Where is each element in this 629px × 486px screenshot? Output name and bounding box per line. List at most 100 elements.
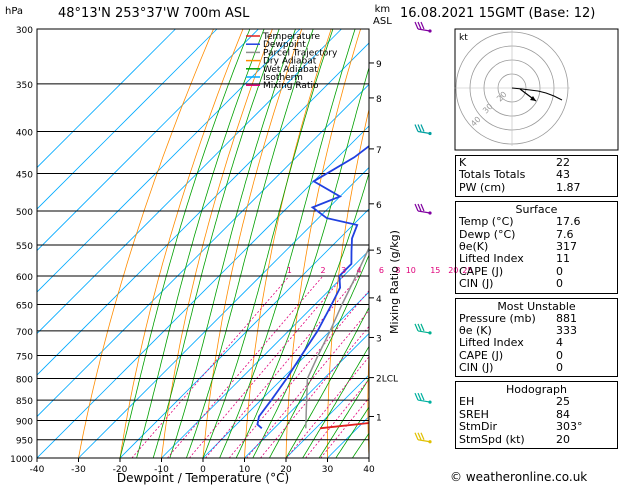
wind-barb-staff: [417, 210, 431, 214]
pressure-tick-label: 300: [16, 26, 33, 36]
wind-barb-flag: [417, 432, 422, 440]
pressure-unit-label: hPa: [5, 6, 24, 17]
hodo-row: SREH 84: [459, 408, 614, 421]
wind-barb-flag: [417, 323, 422, 332]
mu-row: CIN (J) 0: [459, 361, 614, 375]
isotherm-line: [161, 249, 369, 458]
wind-barb-flag: [417, 124, 422, 132]
wind-barb-dot: [428, 211, 432, 215]
height-tick-label: 8: [376, 95, 382, 105]
axis-labels: 1 2 3 4 6 8 10 15 20 2530035040045050055060065070…: [10, 26, 473, 475]
height-tick-label: 7: [376, 146, 382, 156]
height-tick-label: 1: [376, 414, 382, 424]
pressure-tick-label: 650: [16, 302, 33, 312]
wind-barbs: [414, 21, 432, 444]
index-value: 22: [556, 156, 570, 169]
surface-row: θe(K) 317: [459, 239, 614, 253]
isotherm-line: [37, 29, 301, 293]
pressure-tick-label: 350: [16, 81, 33, 91]
x-tick-label: 30: [322, 465, 334, 475]
wind-barb-dot: [428, 131, 432, 136]
height-tick-label: 9: [376, 60, 382, 70]
pressure-tick-label: 750: [16, 353, 33, 363]
x-tick-label: -20: [113, 465, 128, 475]
index-row: Totals Totals 43: [459, 168, 614, 182]
wet-adiabat-line: [335, 406, 369, 458]
hodograph-box: Hodograph EH 25 SREH 84 StmDir 303° StmSpd …: [455, 381, 618, 450]
x-tick-label: 0: [200, 465, 206, 475]
profile-lines: [256, 145, 369, 430]
dry-adiabat-line: [78, 29, 214, 458]
profile-dewpoint: [256, 145, 369, 429]
hodo-row: StmDir 303°: [459, 420, 614, 433]
height-unit-asl: ASL: [373, 16, 392, 27]
wind-barb-flag: [414, 124, 419, 132]
mu-value: 0: [556, 361, 563, 375]
isotherm-line: [37, 83, 369, 418]
legend-label: Temperature: [262, 32, 320, 42]
height-tick-label: 5: [376, 247, 382, 257]
wind-barb-staff: [417, 130, 431, 135]
mu-value: 333: [556, 323, 577, 337]
wind-barb-dot: [428, 29, 432, 33]
isotherm-line: [37, 42, 369, 376]
surface-key: CAPE (J): [459, 264, 504, 278]
surface-row: CIN (J) 0: [459, 277, 614, 291]
mixing-ratio-tick-label: 20: [448, 266, 458, 275]
surface-row: Dewp (°C) 7.6: [459, 228, 614, 241]
mixing-ratio-tick-label: 2: [320, 266, 325, 275]
wind-barb-dot: [428, 440, 432, 444]
wet-adiabat-line: [318, 377, 369, 458]
mixing-ratio-tick-label: 3: [341, 266, 346, 275]
wet-adiabat-line: [269, 254, 369, 458]
mixing-ratio-tick-label: 15: [430, 266, 440, 275]
mixing-ratio-axis-title: Mixing Ratio (g/kg): [388, 230, 401, 334]
mu-value: 0: [556, 348, 563, 362]
surface-key: Temp (°C): [459, 215, 514, 229]
mu-key: Lifted Index: [459, 336, 524, 350]
pressure-tick-label: 400: [16, 129, 33, 139]
height-tick-label: 4: [376, 295, 382, 305]
mixing-ratio-line: [286, 356, 369, 458]
dry-adiabat-line: [119, 29, 244, 458]
most-unstable-title: Most Unstable: [497, 299, 576, 313]
index-key: K: [459, 156, 467, 169]
hodo-value: 25: [556, 395, 570, 409]
dry-adiabat-line: [619, 29, 629, 458]
index-row: K 22: [459, 156, 614, 169]
wet-adiabat-line: [152, 29, 280, 458]
mu-key: CIN (J): [459, 361, 494, 375]
mu-row: θe (K) 333: [459, 323, 614, 337]
mixing-ratio-tick-label: 8: [395, 266, 400, 275]
wind-barb-flag: [414, 21, 419, 30]
wind-barb-staff: [417, 330, 431, 334]
hodo-row: EH 25: [459, 395, 614, 409]
pressure-tick-label: 450: [16, 171, 33, 181]
surface-value: 0: [556, 264, 563, 278]
hodograph-arrowhead: [530, 96, 536, 101]
pressure-tick-label: 950: [16, 437, 33, 447]
pressure-tick-label: 700: [16, 328, 33, 338]
index-value: 43: [556, 168, 570, 182]
wind-barb-dot: [428, 331, 432, 335]
wet-adiabat-line: [302, 345, 369, 458]
wind-barb-staff: [417, 28, 431, 32]
surface-value: 11: [556, 252, 570, 266]
mu-value: 4: [556, 336, 563, 350]
indices-box: K 22 Totals Totals 43 PW (cm) 1.87: [455, 155, 618, 198]
pressure-tick-label: 550: [16, 242, 33, 252]
x-axis-title: Dewpoint / Temperature (°C): [117, 471, 289, 485]
surface-value: 317: [556, 239, 577, 253]
x-tick-label: 10: [239, 465, 251, 475]
surface-value: 0: [556, 277, 563, 291]
x-tick-label: -10: [154, 465, 169, 475]
legend-label: Mixing Ratio: [263, 81, 319, 91]
surface-row: Lifted Index 11: [459, 252, 614, 266]
dry-adiabat-line: [326, 107, 369, 458]
isotherm-line: [37, 29, 259, 252]
wind-barb-flag: [420, 392, 425, 401]
mixing-ratio-tick-label: 6: [379, 266, 384, 275]
height-tick-label: 3: [376, 335, 382, 345]
